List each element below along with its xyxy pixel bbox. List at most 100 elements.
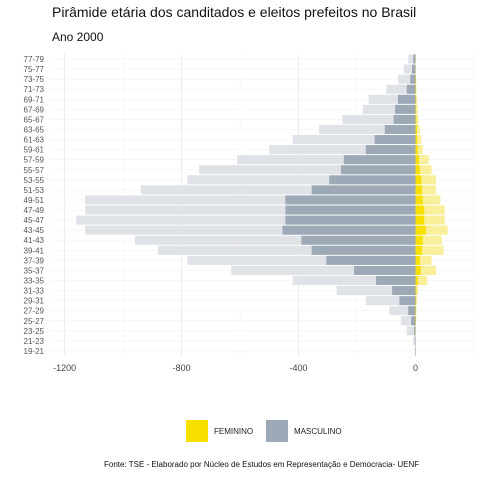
bar-masculino-candidatos-67-69 bbox=[362, 104, 416, 114]
bar-feminino-candidatos-61-63 bbox=[415, 135, 422, 145]
y-tick-label: 63-65 bbox=[24, 126, 45, 135]
bar-masculino-eleitos-71-73 bbox=[406, 84, 416, 94]
bar-masculino-eleitos-49-51 bbox=[285, 195, 416, 205]
bar-masculino-eleitos-27-29 bbox=[408, 306, 416, 316]
bar-masculino-candidatos-29-31 bbox=[365, 296, 416, 306]
bar-masculino-candidatos-63-65 bbox=[319, 124, 416, 135]
bar-feminino-candidatos-41-43 bbox=[415, 235, 442, 245]
y-tick-label: 23-25 bbox=[24, 327, 45, 336]
bar-masculino-eleitos-37-39 bbox=[326, 255, 416, 265]
bar-feminino-candidatos-53-55 bbox=[415, 175, 436, 185]
bar-feminino-eleitos-41-43 bbox=[415, 235, 423, 245]
bar-masculino-eleitos-75-77 bbox=[412, 64, 416, 74]
bar-masculino-candidatos-75-77 bbox=[403, 64, 416, 74]
bar-feminino-eleitos-53-55 bbox=[415, 175, 422, 185]
bar-feminino-eleitos-37-39 bbox=[415, 255, 420, 265]
bar-masculino-eleitos-39-41 bbox=[311, 245, 416, 255]
bar-feminino-candidatos-59-61 bbox=[415, 145, 423, 155]
bar-feminino-candidatos-49-51 bbox=[415, 195, 441, 205]
bar-masculino-candidatos-57-59 bbox=[237, 155, 416, 165]
bar-masculino-eleitos-25-27 bbox=[411, 316, 416, 326]
bar-masculino-eleitos-77-79 bbox=[413, 54, 416, 64]
bar-masculino-eleitos-59-61 bbox=[365, 145, 416, 155]
bar-feminino-eleitos-55-57 bbox=[415, 165, 420, 175]
y-tick-label: 71-73 bbox=[24, 85, 45, 94]
bar-feminino-candidatos-33-35 bbox=[415, 275, 428, 286]
bar-feminino-eleitos-45-47 bbox=[415, 215, 425, 225]
source-caption: Fonte: TSE - Elaborado por Núcleo de Est… bbox=[104, 460, 420, 469]
bar-feminino-candidatos-37-39 bbox=[415, 255, 432, 265]
bar-masculino-eleitos-63-65 bbox=[384, 124, 416, 135]
y-tick-label: 57-59 bbox=[24, 156, 45, 165]
y-tick-label: 65-67 bbox=[24, 115, 45, 124]
bar-feminino-eleitos-39-41 bbox=[415, 245, 422, 255]
y-tick-label: 25-27 bbox=[24, 317, 45, 326]
legend-label-feminino: FEMININO bbox=[214, 426, 254, 436]
bar-feminino-candidatos-31-33 bbox=[415, 286, 418, 296]
bar-feminino-candidatos-23-25 bbox=[415, 326, 417, 336]
bar-masculino-candidatos-47-49 bbox=[85, 205, 416, 215]
bar-feminino-eleitos-59-61 bbox=[415, 145, 418, 155]
bar-masculino-eleitos-51-53 bbox=[311, 185, 416, 195]
bar-masculino-candidatos-31-33 bbox=[336, 286, 416, 296]
bar-masculino-candidatos-51-53 bbox=[140, 185, 416, 195]
bar-feminino-eleitos-33-35 bbox=[415, 275, 418, 286]
bar-feminino-candidatos-51-53 bbox=[415, 185, 436, 195]
y-tick-labels: 19-2121-2323-2525-2727-2929-3131-3333-35… bbox=[24, 55, 45, 356]
y-tick-label: 51-53 bbox=[24, 186, 45, 195]
bar-feminino-eleitos-31-33 bbox=[415, 286, 417, 296]
bar-feminino-candidatos-43-45 bbox=[415, 225, 448, 235]
bar-feminino-eleitos-51-53 bbox=[415, 185, 422, 195]
y-tick-label: 41-43 bbox=[24, 236, 45, 245]
y-tick-label: 55-57 bbox=[24, 166, 45, 175]
y-tick-label: 49-51 bbox=[24, 196, 45, 205]
bar-masculino-candidatos-39-41 bbox=[158, 245, 416, 255]
bar-masculino-eleitos-45-47 bbox=[285, 215, 416, 225]
bar-feminino-candidatos-77-79 bbox=[415, 54, 417, 64]
bar-masculino-candidatos-49-51 bbox=[85, 195, 416, 205]
bar-feminino-eleitos-27-29 bbox=[415, 306, 417, 316]
bar-masculino-eleitos-31-33 bbox=[392, 286, 416, 296]
chart-title: Pirâmide etária dos canditados e eleitos… bbox=[52, 4, 417, 20]
y-tick-label: 47-49 bbox=[24, 206, 45, 215]
bar-masculino-eleitos-55-57 bbox=[340, 165, 416, 175]
bar-masculino-candidatos-45-47 bbox=[76, 215, 416, 225]
legend-item-masculino: MASCULINO bbox=[266, 420, 342, 442]
bar-feminino-candidatos-29-31 bbox=[415, 296, 417, 306]
bar-masculino-candidatos-27-29 bbox=[389, 306, 416, 316]
x-tick-labels: -1200 -800 -400 0 bbox=[53, 363, 418, 373]
bar-feminino-eleitos-61-63 bbox=[415, 135, 418, 145]
y-tick-label: 43-45 bbox=[24, 226, 45, 235]
bar-masculino-candidatos-61-63 bbox=[292, 135, 416, 145]
x-tick-label: -1200 bbox=[53, 363, 76, 373]
bar-feminino-candidatos-67-69 bbox=[415, 104, 418, 114]
bar-feminino-candidatos-65-67 bbox=[415, 114, 419, 124]
legend-swatch-masculino bbox=[266, 420, 288, 442]
bar-masculino-eleitos-43-45 bbox=[282, 225, 416, 235]
bar-feminino-eleitos-29-31 bbox=[415, 296, 417, 306]
bar-feminino-eleitos-73-75 bbox=[415, 74, 417, 84]
bar-feminino-candidatos-63-65 bbox=[415, 124, 420, 135]
bar-feminino-candidatos-75-77 bbox=[415, 64, 417, 74]
y-tick-label: 45-47 bbox=[24, 216, 45, 225]
y-tick-label: 35-37 bbox=[24, 266, 45, 275]
bars bbox=[76, 54, 448, 356]
y-tick-label: 77-79 bbox=[24, 55, 45, 64]
bar-feminino-eleitos-43-45 bbox=[415, 225, 426, 235]
bar-masculino-candidatos-21-23 bbox=[413, 336, 416, 346]
bar-feminino-candidatos-55-57 bbox=[415, 165, 432, 175]
bar-feminino-candidatos-47-49 bbox=[415, 205, 445, 215]
y-tick-label: 39-41 bbox=[24, 246, 45, 255]
bar-feminino-eleitos-65-67 bbox=[415, 114, 417, 124]
bar-masculino-eleitos-35-37 bbox=[354, 265, 416, 275]
bar-masculino-eleitos-21-23 bbox=[414, 336, 416, 346]
y-tick-label: 33-35 bbox=[24, 277, 45, 286]
y-tick-label: 67-69 bbox=[24, 105, 45, 114]
bar-feminino-eleitos-49-51 bbox=[415, 195, 423, 205]
bar-feminino-eleitos-47-49 bbox=[415, 205, 425, 215]
bar-masculino-candidatos-33-35 bbox=[292, 275, 416, 286]
y-tick-label: 61-63 bbox=[24, 136, 45, 145]
bar-masculino-candidatos-73-75 bbox=[397, 74, 416, 84]
y-tick-label: 75-77 bbox=[24, 65, 45, 74]
